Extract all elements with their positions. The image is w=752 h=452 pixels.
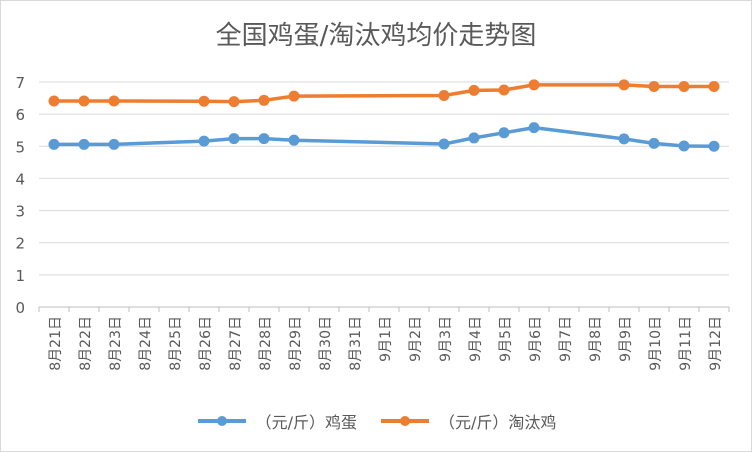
x-tick-label: 8月24日: [138, 316, 154, 371]
data-point-series-0: [438, 138, 450, 150]
data-point-series-1: [438, 90, 450, 101]
series-line-1: [54, 83, 714, 104]
data-point-series-0: [708, 140, 720, 152]
y-tick-label: 0: [15, 299, 25, 317]
data-point-series-0: [288, 134, 300, 146]
data-point-series-1: [258, 94, 270, 106]
x-tick-label: 8月30日: [318, 316, 334, 371]
legend: （元/斤）鸡蛋 （元/斤）淘汰鸡: [1, 409, 751, 433]
data-point-series-1: [678, 81, 690, 92]
data-point-series-1: [108, 95, 120, 107]
data-point-series-1: [468, 84, 480, 96]
data-point-series-0: [228, 133, 240, 145]
series-line-0: [54, 125, 715, 149]
x-tick-label: 8月21日: [48, 316, 64, 371]
y-tick-label: 3: [15, 203, 25, 221]
legend-swatch-eggs: [197, 416, 246, 426]
data-point-series-1: [78, 95, 90, 107]
x-tick-label: 8月31日: [348, 316, 364, 371]
legend-item-eggs: （元/斤）鸡蛋: [196, 409, 357, 433]
legend-item-culled-hens: （元/斤）淘汰鸡: [379, 409, 556, 433]
y-tick-label: 6: [15, 106, 25, 124]
y-tick-label: 5: [15, 138, 25, 156]
legend-swatch-culled-hens: [381, 416, 429, 426]
x-tick-label: 8月23日: [108, 316, 124, 371]
data-point-series-0: [48, 138, 60, 150]
x-tick-label: 9月3日: [438, 316, 454, 362]
data-point-series-1: [708, 81, 720, 92]
plot-area: 0 1 2 3 4 5 6 7 8月21日 8月22日 8月23日 8月24日 8月25日 8月26日 8月…: [15, 74, 730, 371]
x-tick-label: 8月27日: [228, 316, 244, 371]
data-point-series-0: [198, 135, 210, 147]
data-point-series-0: [618, 133, 630, 145]
x-tick-label: 9月5日: [498, 316, 514, 362]
x-tick-label: 8月26日: [198, 316, 214, 371]
legend-label-culled-hens: （元/斤）淘汰鸡: [439, 413, 557, 432]
x-tick-label: 9月7日: [558, 316, 574, 362]
y-tick-label: 4: [15, 170, 25, 188]
x-tick-label: 9月1日: [378, 316, 394, 362]
x-tick-label: 9月11日: [678, 316, 694, 371]
x-tick-label: 9月6日: [528, 316, 544, 362]
y-tick-label: 7: [15, 74, 25, 92]
data-point-series-0: [258, 133, 270, 145]
data-point-series-1: [48, 95, 60, 107]
data-point-series-0: [528, 122, 540, 134]
data-point-series-1: [288, 90, 300, 102]
data-point-series-1: [648, 81, 660, 92]
data-point-series-1: [198, 95, 210, 107]
data-point-series-1: [498, 84, 510, 96]
x-tick-label: 8月25日: [168, 316, 184, 371]
data-point-series-1: [618, 79, 630, 91]
x-tick-label: 9月10日: [648, 316, 664, 371]
chart-title: 全国鸡蛋/淘汰鸡均价走势图: [215, 21, 537, 51]
x-tick-label: 8月22日: [78, 316, 94, 371]
data-point-series-0: [678, 140, 690, 152]
data-point-series-0: [498, 127, 510, 139]
legend-label-eggs: （元/斤）鸡蛋: [255, 413, 357, 432]
x-tick-label: 9月9日: [618, 316, 634, 362]
data-point-series-0: [468, 132, 480, 144]
y-tick-label: 2: [15, 235, 25, 253]
data-point-series-0: [108, 138, 120, 150]
data-point-series-1: [228, 96, 240, 108]
data-point-series-1: [528, 79, 540, 91]
x-tick-label: 8月29日: [288, 316, 304, 371]
y-tick-label: 1: [15, 267, 25, 285]
x-tick-label: 9月8日: [588, 316, 604, 362]
data-point-series-0: [78, 138, 90, 150]
data-point-series-0: [648, 137, 660, 149]
x-tick-label: 9月2日: [408, 316, 424, 362]
x-tick-label: 8月28日: [258, 316, 274, 371]
x-tick-label: 9月12日: [708, 316, 724, 371]
x-tick-label: 9月4日: [468, 316, 484, 362]
